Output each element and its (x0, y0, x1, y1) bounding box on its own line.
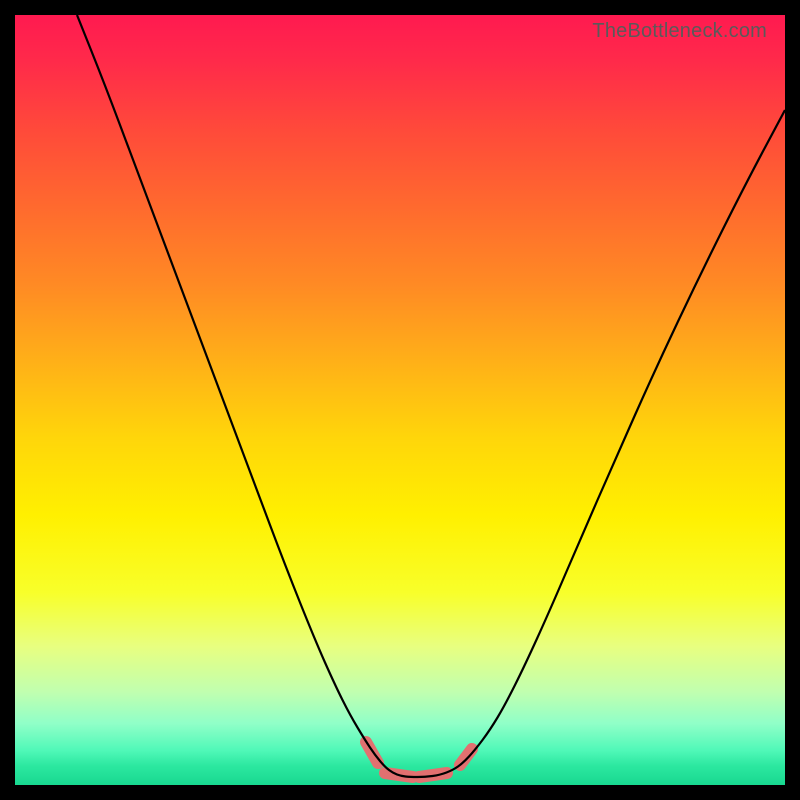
bottleneck-curve (77, 15, 785, 777)
trough-marker (366, 742, 472, 777)
plot-area: TheBottleneck.com (15, 15, 785, 785)
curve-layer (15, 15, 785, 785)
watermark-text: TheBottleneck.com (592, 20, 767, 43)
chart-frame: TheBottleneck.com (0, 0, 800, 800)
